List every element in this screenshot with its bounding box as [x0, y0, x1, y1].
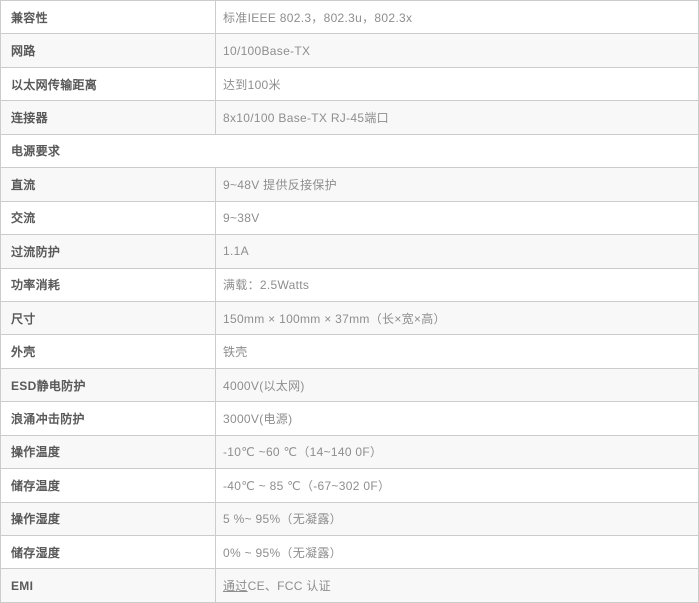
spec-value: 0% ~ 95%（无凝露） — [223, 545, 342, 560]
spec-label: EMI — [1, 569, 216, 602]
section-title: 电源要求 — [11, 144, 61, 159]
spec-label: ESD静电防护 — [1, 368, 216, 402]
spec-value: 铁壳 — [223, 345, 248, 360]
spec-value: 通过 CE、FCC 认证 — [216, 569, 698, 601]
spec-value: 标准IEEE 802.3，802.3u，802.3x — [223, 10, 413, 25]
spec-label: 过流防护 — [1, 235, 216, 268]
table-row: 储存温度 -40℃ ~ 85 ℃（-67~302 0F） — [1, 469, 698, 503]
spec-label: 兼容性 — [1, 1, 216, 34]
spec-label: 浪涌冲击防护 — [1, 402, 216, 435]
table-row: 以太网传输距离 达到100米 — [1, 67, 698, 102]
spec-value: -10℃ ~60 ℃（14~140 0F） — [223, 445, 383, 460]
spec-label: 储存湿度 — [1, 536, 216, 569]
spec-value: 4000V(以太网) — [223, 378, 305, 393]
spec-value: 10/100Base-TX — [223, 43, 311, 58]
table-row: 储存湿度 0% ~ 95%（无凝露） — [1, 536, 698, 570]
table-row: 外壳 铁壳 — [1, 335, 698, 369]
spec-label: 功率消耗 — [1, 268, 216, 301]
spec-value: 1.1A — [223, 244, 249, 259]
table-row: ESD静电防护 4000V(以太网) — [1, 368, 698, 403]
table-row: 过流防护 1.1A — [1, 235, 698, 269]
spec-value: 9~38V — [223, 210, 260, 225]
spec-value: 满载：2.5Watts — [223, 278, 310, 293]
table-row: 直流 9~48V 提供反接保护 — [1, 168, 698, 202]
spec-label: 直流 — [1, 168, 216, 201]
spec-value: 150mm × 100mm × 37mm（长×宽×高） — [223, 311, 446, 326]
table-row: 网路 10/100Base-TX — [1, 34, 698, 68]
spec-label: 操作温度 — [1, 435, 216, 469]
table-row: 兼容性 标准IEEE 802.3，802.3u，802.3x — [1, 1, 698, 35]
table-row: 尺寸 150mm × 100mm × 37mm（长×宽×高） — [1, 301, 698, 336]
spec-value: -40℃ ~ 85 ℃（-67~302 0F） — [223, 478, 391, 493]
spec-value: 9~48V 提供反接保护 — [223, 177, 337, 192]
spec-label: 连接器 — [1, 101, 216, 134]
spec-value: 3000V(电源) — [223, 411, 293, 426]
table-row: 功率消耗 满载：2.5Watts — [1, 268, 698, 302]
spec-label: 尺寸 — [1, 301, 216, 335]
table-row: 交流 9~38V — [1, 201, 698, 236]
table-row: EMI 通过 CE、FCC 认证 — [1, 569, 698, 602]
spec-label: 外壳 — [1, 335, 216, 368]
spec-value: 5 %~ 95%（无凝露） — [223, 512, 342, 527]
section-header-row: 电源要求 — [1, 135, 698, 169]
spec-label: 储存温度 — [1, 469, 216, 502]
spec-label: 操作湿度 — [1, 502, 216, 535]
spec-label: 网路 — [1, 34, 216, 67]
spec-label: 以太网传输距离 — [1, 67, 216, 101]
spec-value-link[interactable]: 通过 — [223, 579, 248, 594]
spec-label: 交流 — [1, 201, 216, 235]
spec-value: 达到100米 — [223, 77, 281, 92]
spec-value-text: CE、FCC 认证 — [247, 579, 331, 594]
table-row: 浪涌冲击防护 3000V(电源) — [1, 402, 698, 436]
table-row: 操作湿度 5 %~ 95%（无凝露） — [1, 502, 698, 536]
table-row: 操作温度 -10℃ ~60 ℃（14~140 0F） — [1, 435, 698, 470]
spec-value: 8x10/100 Base-TX RJ-45端口 — [223, 111, 389, 126]
table-row: 连接器 8x10/100 Base-TX RJ-45端口 — [1, 101, 698, 135]
